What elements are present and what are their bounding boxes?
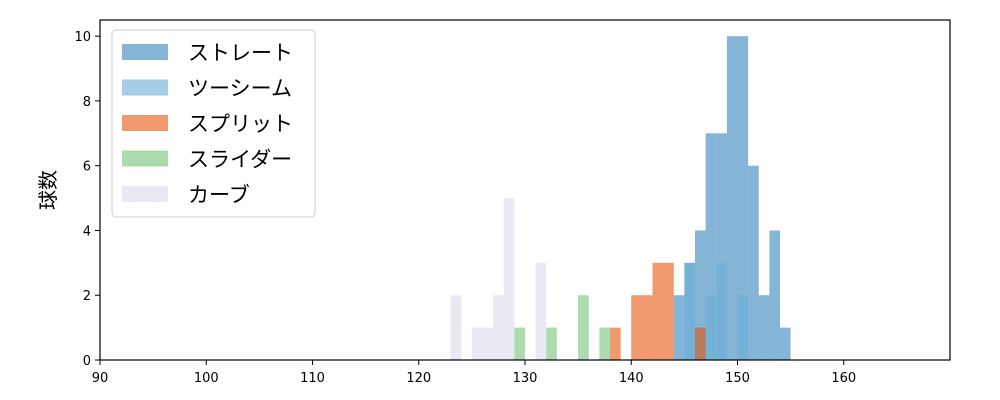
bar-s0-b0	[673, 295, 685, 360]
bar-s0-b4	[716, 133, 727, 360]
legend-swatch-3	[122, 150, 168, 167]
x-tick-label-0: 90	[92, 371, 109, 386]
y-tick-label-3: 6	[83, 160, 91, 175]
bar-s0-b7	[748, 165, 759, 360]
bar-s0-b9	[769, 230, 780, 360]
x-tick-label-6: 150	[725, 371, 750, 386]
legend-swatch-1	[122, 79, 168, 96]
bar-s0-b3	[705, 133, 717, 360]
bar-s4-b5	[535, 262, 547, 360]
bar-s3-b1	[546, 327, 557, 360]
bar-s0-b10	[780, 327, 791, 360]
bar-s4-b4	[503, 198, 515, 360]
x-tick-label-4: 130	[513, 371, 538, 386]
y-tick-label-4: 8	[83, 95, 91, 110]
bar-s1-b3	[716, 262, 727, 360]
bar-s3-b2	[578, 295, 589, 360]
bar-s1-b0	[684, 262, 695, 360]
legend-label-2: スプリット	[188, 112, 293, 136]
x-axis: 90 100 110 120 130 140 150 160	[92, 360, 856, 386]
x-tick-label-7: 160	[831, 371, 856, 386]
bar-s1-b2	[705, 295, 717, 360]
bars-layer	[450, 36, 791, 360]
x-tick-label-3: 120	[406, 371, 431, 386]
legend-label-3: スライダー	[188, 148, 292, 172]
y-axis: 0 2 4 6 8 10	[74, 30, 100, 369]
bar-s1-b4	[737, 295, 749, 360]
bar-s3-b0	[514, 327, 525, 360]
y-tick-label-0: 0	[83, 354, 91, 369]
bar-s4-b1	[471, 327, 483, 360]
y-tick-label-2: 4	[83, 224, 91, 239]
bar-s2-b0	[610, 327, 621, 360]
legend-swatch-2	[122, 115, 168, 131]
legend-swatch-0	[122, 44, 168, 60]
bar-s2-b2	[641, 295, 653, 360]
bar-s4-b3	[493, 295, 504, 360]
bar-s4-b0	[450, 295, 462, 360]
bar-s0-b8	[758, 295, 770, 360]
bar-s0-b6	[737, 36, 749, 360]
legend-box	[111, 29, 316, 218]
legend-label-1: ツーシーム	[188, 77, 292, 101]
x-tick-label-5: 140	[619, 371, 644, 386]
x-tick-label-2: 110	[300, 371, 325, 386]
bar-s0-b2	[695, 230, 706, 360]
y-tick-label-5: 10	[74, 30, 91, 45]
y-axis-label: 球数	[36, 170, 60, 210]
bar-s0-b5	[726, 36, 738, 360]
bar-s2-b1	[631, 295, 642, 360]
bar-s2-b5	[695, 327, 706, 360]
y-tick-label-1: 2	[83, 289, 91, 304]
bar-s4-b2	[482, 327, 494, 360]
x-tick-label-1: 100	[194, 371, 219, 386]
legend-swatch-4	[122, 186, 168, 202]
bar-s2-b3	[652, 262, 664, 360]
legend-label-0: ストレート	[188, 41, 293, 65]
bar-s2-b4	[663, 262, 674, 360]
legend-label-4: カーブ	[188, 183, 250, 207]
bar-s3-b3	[599, 327, 610, 360]
